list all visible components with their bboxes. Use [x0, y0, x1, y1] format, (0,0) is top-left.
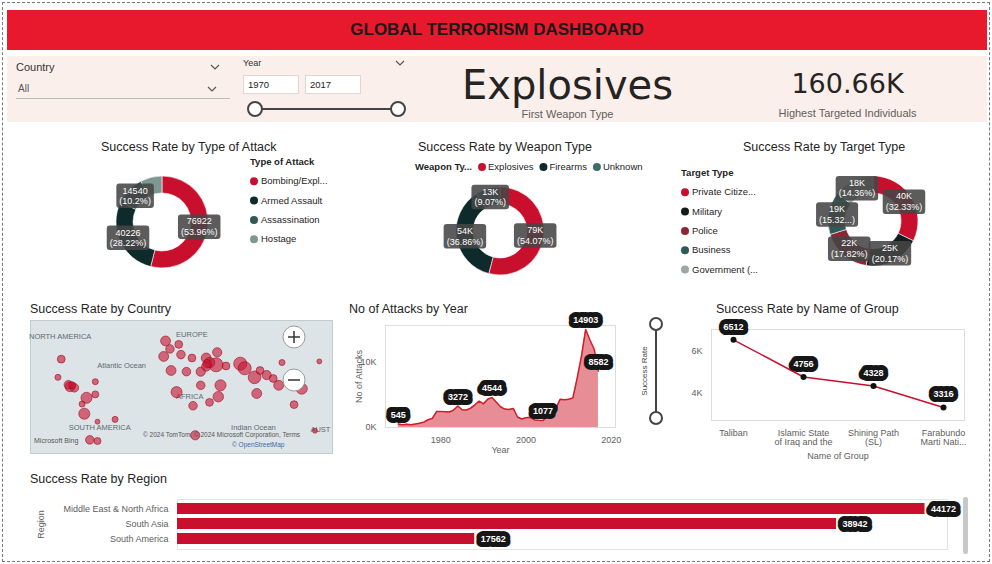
svg-text:22K(17.82%): 22K(17.82%): [831, 238, 868, 259]
svg-text:38942: 38942: [843, 519, 868, 529]
svg-text:Bombing/Expl...: Bombing/Expl...: [261, 175, 328, 186]
html-text:Microsoft Bing: Microsoft Bing: [34, 437, 79, 444]
html-text:2017: 2017: [310, 79, 332, 90]
svg-text:AFRICA: AFRICA: [176, 392, 204, 402]
svg-text:3272: 3272: [448, 392, 468, 402]
svg-text:4K: 4K: [691, 388, 702, 398]
svg-text:NORTH AMERICA: NORTH AMERICA: [29, 332, 91, 341]
svg-text:Name of Group: Name of Group: [807, 451, 869, 461]
svg-text:Atlantic Ocean: Atlantic Ocean: [97, 361, 146, 370]
svg-text:3316: 3316: [933, 389, 953, 399]
svg-text:40226(28.22%): 40226(28.22%): [110, 228, 147, 249]
svg-text:Region: Region: [36, 510, 46, 539]
svg-text:Year: Year: [491, 445, 509, 455]
svg-text:0K: 0K: [365, 422, 376, 432]
svg-text:Private Citize...: Private Citize...: [692, 186, 756, 197]
svg-text:Hostage: Hostage: [261, 233, 296, 244]
svg-text:Armed Assault: Armed Assault: [261, 195, 323, 206]
svg-text:2000: 2000: [516, 435, 536, 445]
svg-text:44172: 44172: [931, 504, 956, 514]
svg-text:Type of Attack: Type of Attack: [250, 156, 315, 167]
html-text:Year: Year: [243, 58, 262, 68]
svg-text:79K(54.07%): 79K(54.07%): [517, 225, 554, 246]
html-text:All: All: [18, 83, 30, 94]
svg-text:4756: 4756: [793, 359, 813, 369]
html-text:Explosives: Explosives: [462, 62, 673, 108]
svg-text:Islamic Stateof Iraq and the: Islamic Stateof Iraq and the: [774, 428, 832, 447]
svg-text:Taliban: Taliban: [719, 428, 748, 438]
html-text:Success Rate by Type of Attack: Success Rate by Type of Attack: [101, 140, 277, 154]
html-text:No of Attacks by Year: No of Attacks by Year: [349, 302, 468, 316]
svg-text:13K(9.07%): 13K(9.07%): [474, 187, 506, 207]
html-text:Country: Country: [16, 61, 55, 73]
svg-text:6512: 6512: [723, 322, 743, 332]
svg-text:Business: Business: [692, 244, 731, 255]
svg-text:18K(14.36%): 18K(14.36%): [839, 178, 876, 199]
svg-text:Police: Police: [692, 225, 718, 236]
svg-text:14903: 14903: [573, 315, 598, 325]
svg-text:1980: 1980: [431, 435, 451, 445]
svg-text:Shining Path(SL): Shining Path(SL): [848, 428, 899, 447]
svg-text:Middle East & North Africa: Middle East & North Africa: [63, 504, 168, 514]
svg-text:14540(10.2%): 14540(10.2%): [119, 186, 151, 207]
html-text:© 2024 TomTom, © 2024 Microsof: © 2024 TomTom, © 2024 Microsoft Corporat…: [143, 431, 301, 438]
html-text:First Weapon Type: First Weapon Type: [521, 108, 614, 120]
html-text:Success Rate by Region: Success Rate by Region: [30, 472, 167, 486]
html-text:Success Rate by Weapon Type: Success Rate by Weapon Type: [418, 140, 592, 154]
svg-text:Military: Military: [692, 206, 722, 217]
html-text:GLOBAL TERRORISM DASHBOARD: GLOBAL TERRORISM DASHBOARD: [350, 20, 644, 39]
svg-text:AUST: AUST: [310, 425, 330, 434]
svg-text:Weapon Ty...: Weapon Ty...: [415, 161, 472, 172]
svg-text:25K(20.17%): 25K(20.17%): [872, 243, 909, 264]
html-text:Highest Targeted Individuals: Highest Targeted Individuals: [778, 107, 917, 119]
svg-text:17562: 17562: [481, 534, 506, 544]
html-text:Success Rate by Target Type: Success Rate by Target Type: [743, 140, 906, 154]
svg-text:Success Rate: Success Rate: [640, 346, 649, 396]
svg-text:2020: 2020: [601, 435, 621, 445]
svg-text:1077: 1077: [533, 406, 553, 416]
svg-text:Target Type: Target Type: [681, 167, 733, 178]
html-text:Success Rate by Country: Success Rate by Country: [30, 302, 171, 316]
svg-text:8582: 8582: [588, 357, 608, 367]
html-text:Success Rate by Name of Group: Success Rate by Name of Group: [716, 302, 899, 316]
svg-text:10K: 10K: [360, 356, 377, 367]
svg-text:19K(15.32...): 19K(15.32...): [819, 204, 855, 225]
svg-text:FarabundoMarti Nati...: FarabundoMarti Nati...: [920, 428, 966, 447]
svg-text:76922(53.96%): 76922(53.96%): [181, 216, 218, 237]
svg-text:Unknown: Unknown: [603, 161, 643, 172]
svg-text:Government (...: Government (...: [692, 264, 758, 275]
svg-text:545: 545: [391, 410, 406, 420]
svg-text:South America: South America: [110, 534, 169, 544]
svg-text:40K(32.33%): 40K(32.33%): [886, 191, 923, 212]
svg-text:6K: 6K: [691, 346, 702, 356]
html-text:© OpenStreetMap: © OpenStreetMap: [232, 441, 285, 448]
html-text:1970: 1970: [248, 79, 270, 90]
svg-text:Explosives: Explosives: [488, 161, 534, 172]
svg-text:Indian Ocean: Indian Ocean: [231, 423, 276, 432]
svg-text:South Asia: South Asia: [125, 519, 168, 529]
svg-text:No of Attacks: No of Attacks: [354, 349, 364, 403]
svg-text:Firearms: Firearms: [549, 161, 587, 172]
svg-text:Assassination: Assassination: [261, 214, 320, 225]
svg-text:4544: 4544: [482, 383, 502, 393]
svg-text:4328: 4328: [863, 368, 883, 378]
svg-text:EUROPE: EUROPE: [176, 330, 208, 339]
html-text:160.66K: 160.66K: [791, 68, 904, 99]
svg-text:54K(36.86%): 54K(36.86%): [447, 226, 484, 247]
svg-text:SOUTH AMERICA: SOUTH AMERICA: [69, 423, 131, 432]
